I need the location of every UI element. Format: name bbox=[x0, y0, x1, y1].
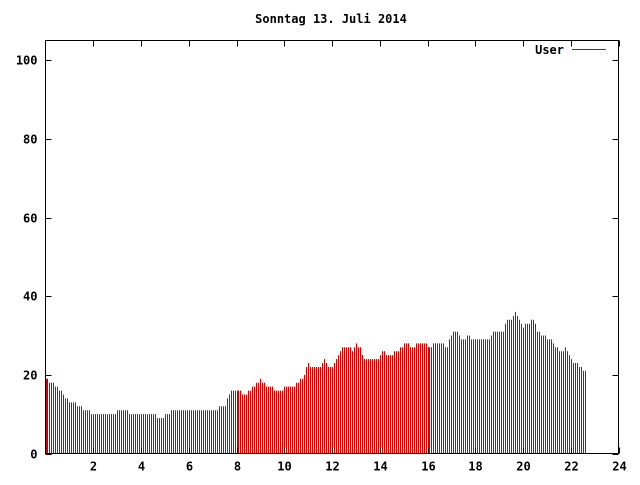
x-axis: 2 4 6 8 10 12 14 16 18 20 22 24 bbox=[90, 40, 627, 474]
y-tick-label: 0 bbox=[30, 448, 37, 462]
x-tick-label: 6 bbox=[186, 460, 193, 474]
x-tick-label: 2 bbox=[90, 460, 97, 474]
x-tick-label: 10 bbox=[277, 460, 291, 474]
x-tick-label: 16 bbox=[421, 460, 435, 474]
x-tick-label: 22 bbox=[564, 460, 578, 474]
x-tick-label: 12 bbox=[325, 460, 339, 474]
legend-label-user: User bbox=[535, 43, 564, 57]
y-tick-label: 20 bbox=[23, 369, 37, 383]
y-axis: 0 20 40 60 80 100 bbox=[16, 54, 619, 462]
legend: User bbox=[535, 43, 606, 57]
x-tick-label: 24 bbox=[612, 460, 626, 474]
plot-bars bbox=[46, 311, 586, 454]
y-tick-label: 100 bbox=[16, 54, 38, 68]
x-tick-label: 8 bbox=[234, 460, 241, 474]
x-tick-label: 14 bbox=[373, 460, 387, 474]
y-tick-label: 60 bbox=[23, 212, 37, 226]
chart-title: Sonntag 13. Juli 2014 bbox=[255, 12, 407, 26]
y-tick-label: 40 bbox=[23, 290, 37, 304]
x-tick-label: 20 bbox=[516, 460, 530, 474]
x-tick-label: 18 bbox=[468, 460, 482, 474]
x-tick-label: 4 bbox=[138, 460, 145, 474]
y-tick-label: 80 bbox=[23, 133, 37, 147]
